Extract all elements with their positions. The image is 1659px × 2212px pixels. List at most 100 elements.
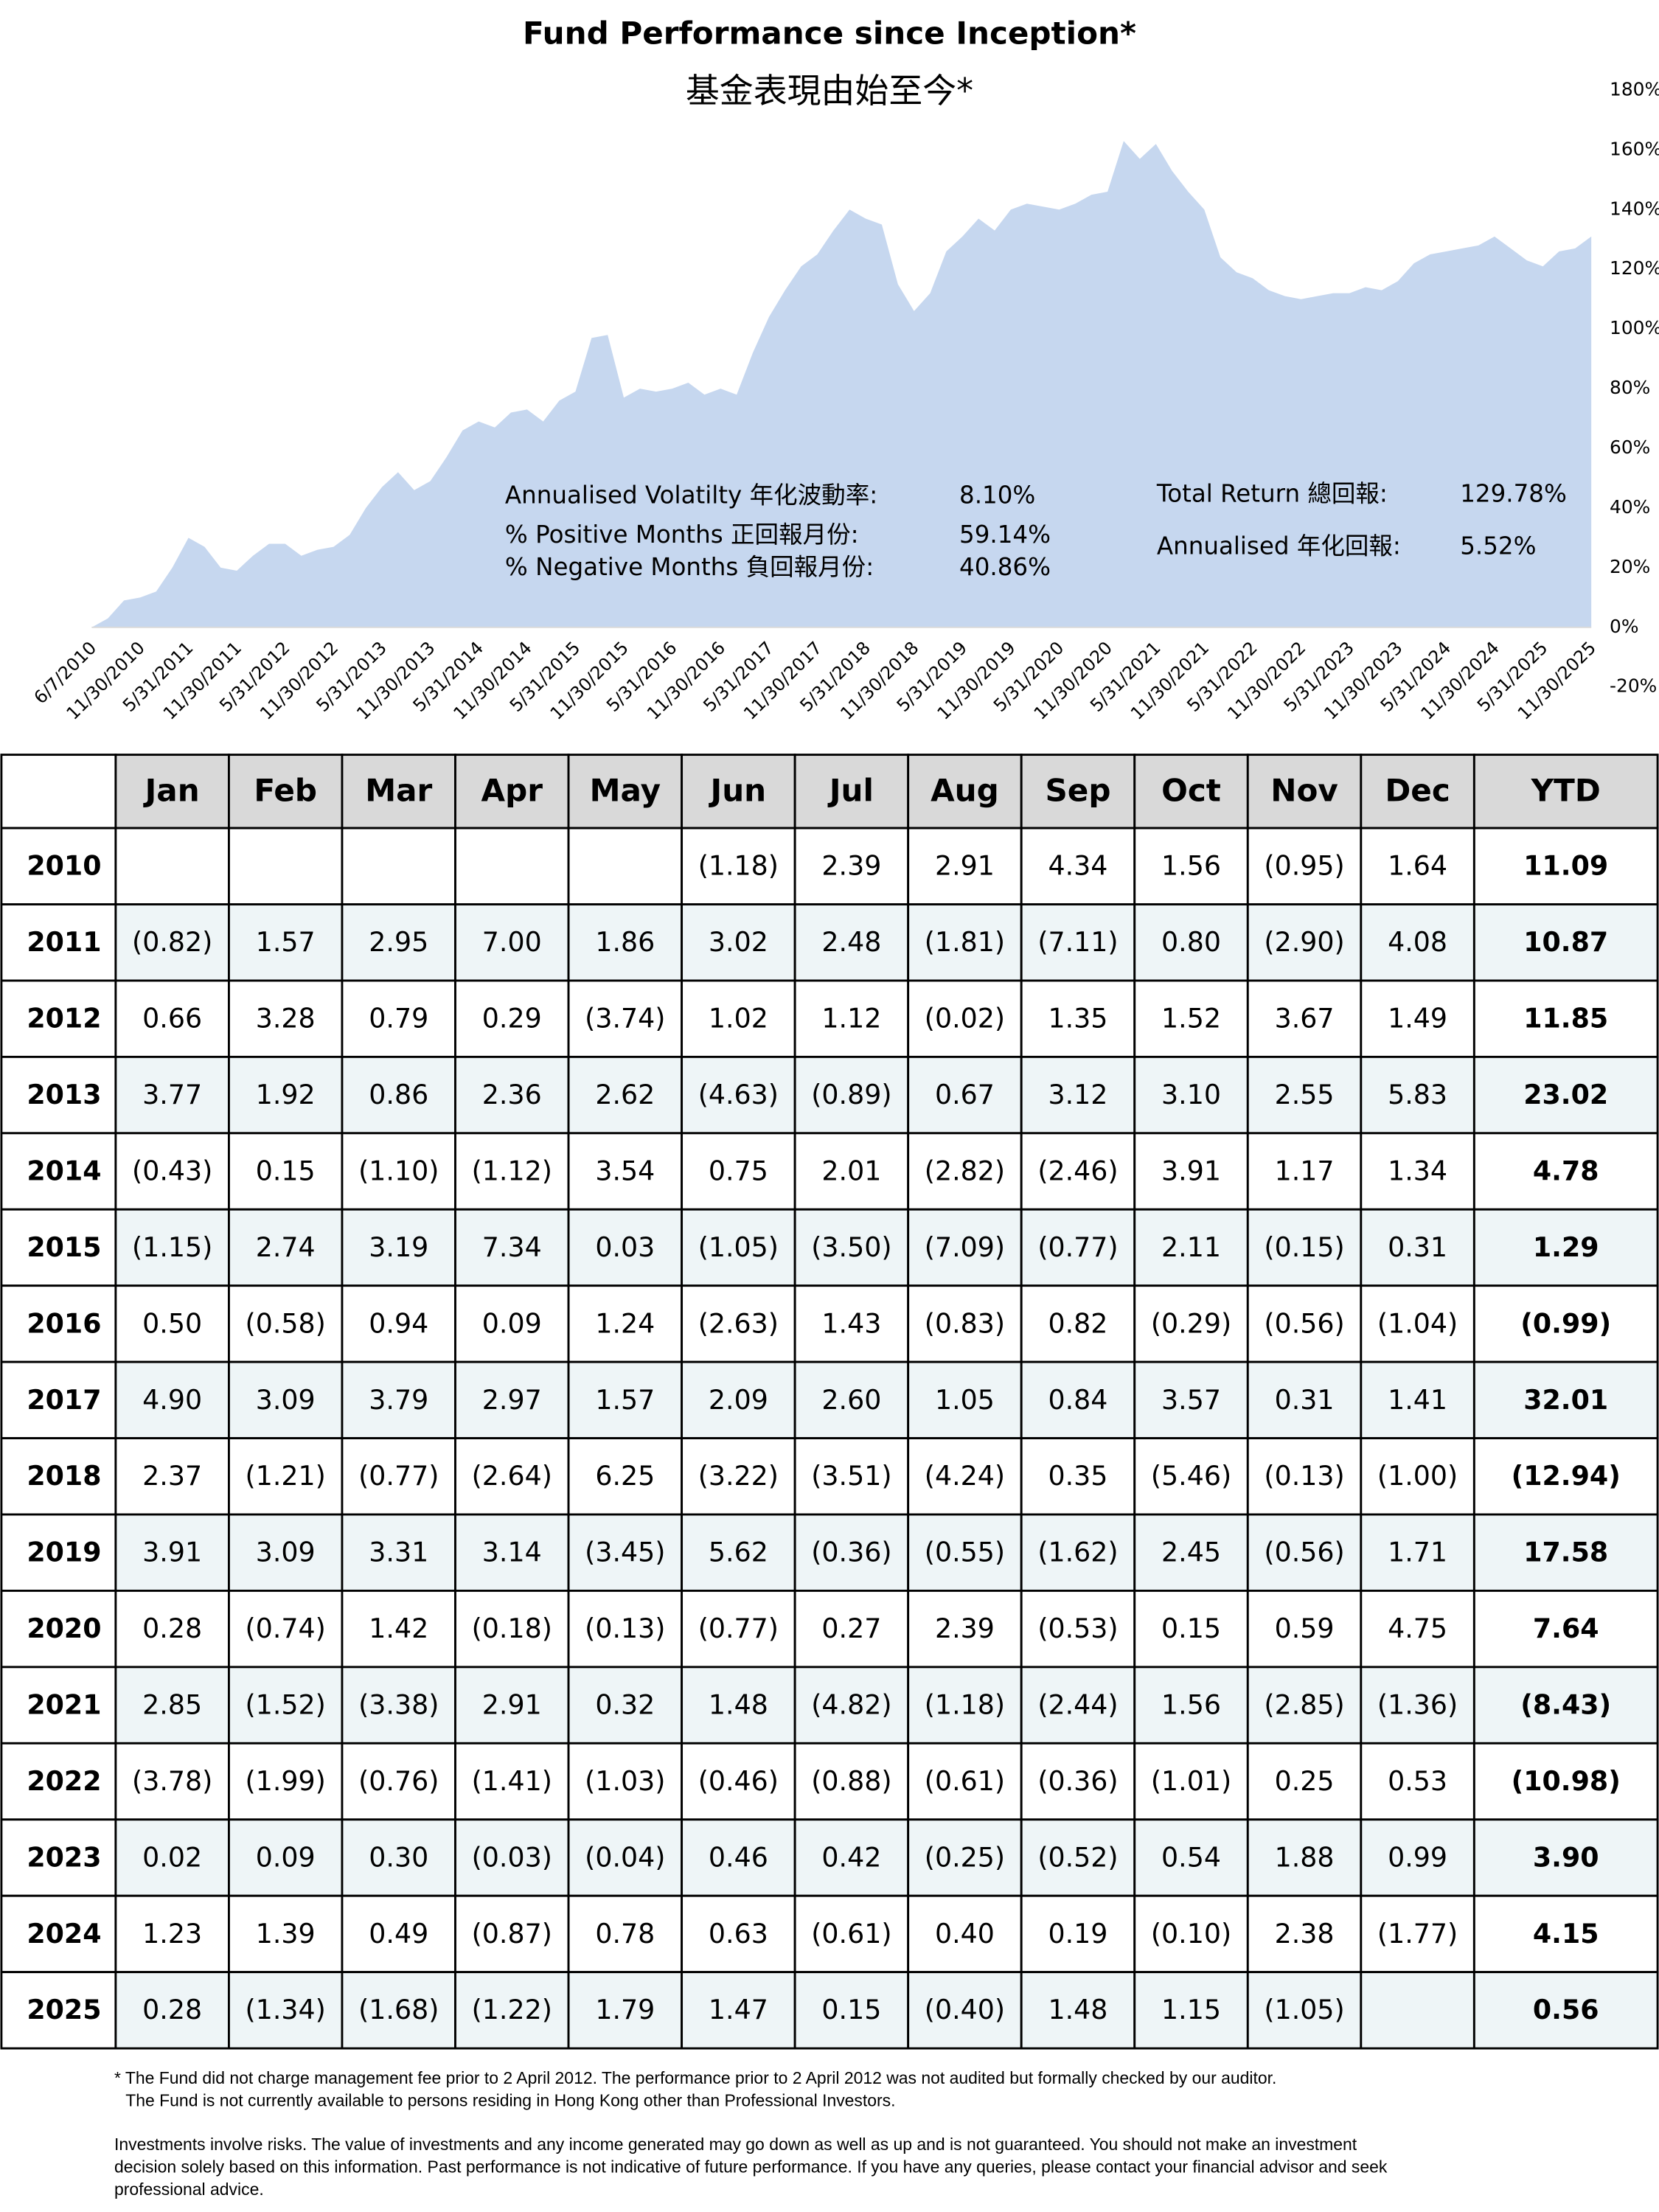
year-label: 2014: [27, 1155, 101, 1186]
cell: [227, 1208, 344, 1287]
cell-value: (1.36): [1377, 1689, 1458, 1721]
cell-value: 0.63: [709, 1918, 768, 1950]
cell: [793, 1818, 910, 1897]
cell-value: 3.12: [1048, 1079, 1108, 1110]
cell-value: 1.39: [256, 1918, 316, 1950]
y-tick-label: 100%: [1610, 317, 1659, 338]
cell: [114, 1971, 230, 2050]
header-text: Sep: [1045, 773, 1110, 809]
cell-value: 1.57: [595, 1384, 655, 1416]
cell-value: 0.79: [369, 1003, 428, 1034]
cell-value: 1.79: [595, 1994, 655, 2025]
cell: [1472, 903, 1659, 982]
ytd-value: 4.78: [1533, 1155, 1599, 1186]
cell: [681, 1055, 796, 1135]
cell-value: (5.46): [1151, 1460, 1231, 1492]
cell: [341, 827, 456, 905]
cell-value: (1.03): [585, 1765, 665, 1797]
cell-value: (0.46): [698, 1765, 779, 1797]
cell-value: 1.56: [1161, 1689, 1221, 1721]
cell-value: 1.17: [1275, 1155, 1335, 1186]
cell: [1360, 1132, 1475, 1211]
cell: [907, 1055, 1023, 1135]
ytd-value: (10.98): [1512, 1765, 1621, 1797]
cell-value: 0.29: [482, 1003, 542, 1034]
cell: [1246, 1437, 1363, 1516]
cell: [793, 903, 910, 982]
cell: [454, 1971, 570, 2050]
cell-value: 7.34: [482, 1231, 542, 1263]
year-label: 2015: [27, 1231, 101, 1263]
cell-value: (1.00): [1377, 1460, 1458, 1492]
cell: [1360, 827, 1475, 905]
year-label: 2010: [27, 850, 101, 882]
cell: [1020, 979, 1136, 1058]
cell: [907, 1437, 1023, 1516]
cell-value: (2.63): [698, 1307, 779, 1339]
cell-value: 5.62: [709, 1537, 768, 1568]
cell: [681, 1437, 796, 1516]
cell: [341, 1894, 456, 1974]
cell-value: 1.43: [821, 1307, 881, 1339]
cell: [114, 1742, 230, 1821]
cell-value: (0.04): [585, 1841, 665, 1873]
cell-value: 3.54: [595, 1155, 655, 1186]
cell-value: (1.62): [1037, 1537, 1118, 1568]
cell: [1360, 1894, 1475, 1974]
y-tick-label: -20%: [1610, 675, 1657, 697]
cell: [0, 1055, 117, 1135]
cell: [1246, 1132, 1363, 1211]
y-tick-label: 0%: [1610, 616, 1638, 637]
cell: [1472, 979, 1659, 1058]
cell-value: (0.13): [585, 1613, 665, 1644]
ytd-value: 11.09: [1523, 850, 1608, 882]
cell: [1246, 1818, 1363, 1897]
cell-value: 0.80: [1161, 926, 1221, 958]
cell: [341, 1818, 456, 1897]
cell-value: 1.23: [142, 1918, 202, 1950]
cell-value: 0.67: [935, 1079, 995, 1110]
cell: [227, 1513, 344, 1592]
table: Jan Feb Mar Apr May Jun Jul Aug Sep Oct Nov Dec YTD 2…: [0, 754, 1659, 2050]
cell: [1360, 1818, 1475, 1897]
cell: [1246, 1894, 1363, 1974]
cell-value: 0.09: [482, 1307, 542, 1339]
cell: [114, 1437, 230, 1516]
header-cell: [227, 754, 344, 830]
ytd-value: 1.29: [1533, 1231, 1599, 1263]
year-label: 2020: [27, 1613, 101, 1644]
cell-value: 2.36: [482, 1079, 542, 1110]
cell-value: (2.46): [1037, 1155, 1118, 1186]
cell-value: (0.25): [925, 1841, 1005, 1873]
cell: [567, 1055, 684, 1135]
cell: [1472, 1132, 1659, 1211]
area: [91, 141, 1592, 627]
cell-value: 0.32: [595, 1689, 655, 1721]
cell: [793, 1055, 910, 1135]
cell: [1246, 1590, 1363, 1669]
cell-value: (1.52): [246, 1689, 326, 1721]
cell-value: (3.22): [698, 1460, 779, 1492]
cell-value: 1.02: [709, 1003, 768, 1034]
cell: [567, 1437, 684, 1516]
cell: [681, 1894, 796, 1974]
cell-value: 3.10: [1161, 1079, 1221, 1110]
header-text: Dec: [1385, 773, 1450, 809]
ytd-value: 3.90: [1533, 1841, 1599, 1873]
cell-value: (1.10): [358, 1155, 439, 1186]
cell-value: 0.84: [1048, 1384, 1108, 1416]
cell: [454, 979, 570, 1058]
cell-value: 3.09: [256, 1537, 316, 1568]
cell-value: (3.78): [132, 1765, 212, 1797]
cell: [1020, 1055, 1136, 1135]
cell: [0, 1284, 117, 1363]
cell: [907, 1360, 1023, 1440]
cell-value: 2.37: [142, 1460, 202, 1492]
cell-value: 1.05: [935, 1384, 995, 1416]
cell-value: 0.35: [1048, 1460, 1108, 1492]
cell-value: (0.61): [925, 1765, 1005, 1797]
cell-value: 4.08: [1388, 926, 1447, 958]
cell-value: 3.67: [1275, 1003, 1335, 1034]
cell: [1472, 1818, 1659, 1897]
